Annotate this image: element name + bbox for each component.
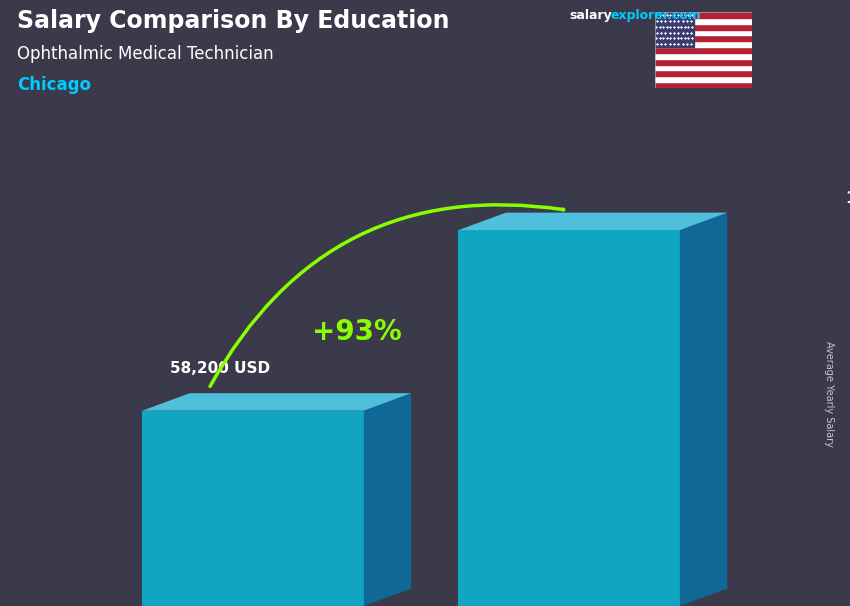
Bar [654, 59, 752, 65]
Text: Salary Comparison By Education: Salary Comparison By Education [17, 9, 450, 33]
Bar [654, 70, 752, 76]
Text: 58,200 USD: 58,200 USD [170, 361, 269, 376]
Bar [654, 82, 752, 88]
Text: +93%: +93% [313, 318, 402, 346]
Polygon shape [458, 230, 680, 606]
Polygon shape [458, 213, 728, 230]
Bar [654, 35, 752, 41]
Text: 112,000 USD: 112,000 USD [846, 191, 850, 206]
Bar [654, 18, 752, 24]
Text: Chicago: Chicago [17, 76, 91, 94]
Polygon shape [142, 393, 411, 411]
Bar [654, 65, 752, 70]
Text: Average Yearly Salary: Average Yearly Salary [824, 341, 834, 447]
Bar [654, 47, 752, 53]
Bar [654, 53, 752, 59]
Text: Ophthalmic Medical Technician: Ophthalmic Medical Technician [17, 45, 274, 64]
Text: explorer.com: explorer.com [610, 9, 701, 22]
Polygon shape [680, 213, 728, 606]
Polygon shape [142, 411, 364, 606]
Bar [654, 41, 752, 47]
FancyArrowPatch shape [210, 205, 564, 387]
Bar [654, 24, 752, 30]
Bar [654, 30, 752, 35]
Bar [654, 12, 752, 18]
Bar [654, 76, 752, 82]
Bar [654, 12, 694, 47]
Polygon shape [364, 393, 411, 606]
Text: salary: salary [570, 9, 612, 22]
